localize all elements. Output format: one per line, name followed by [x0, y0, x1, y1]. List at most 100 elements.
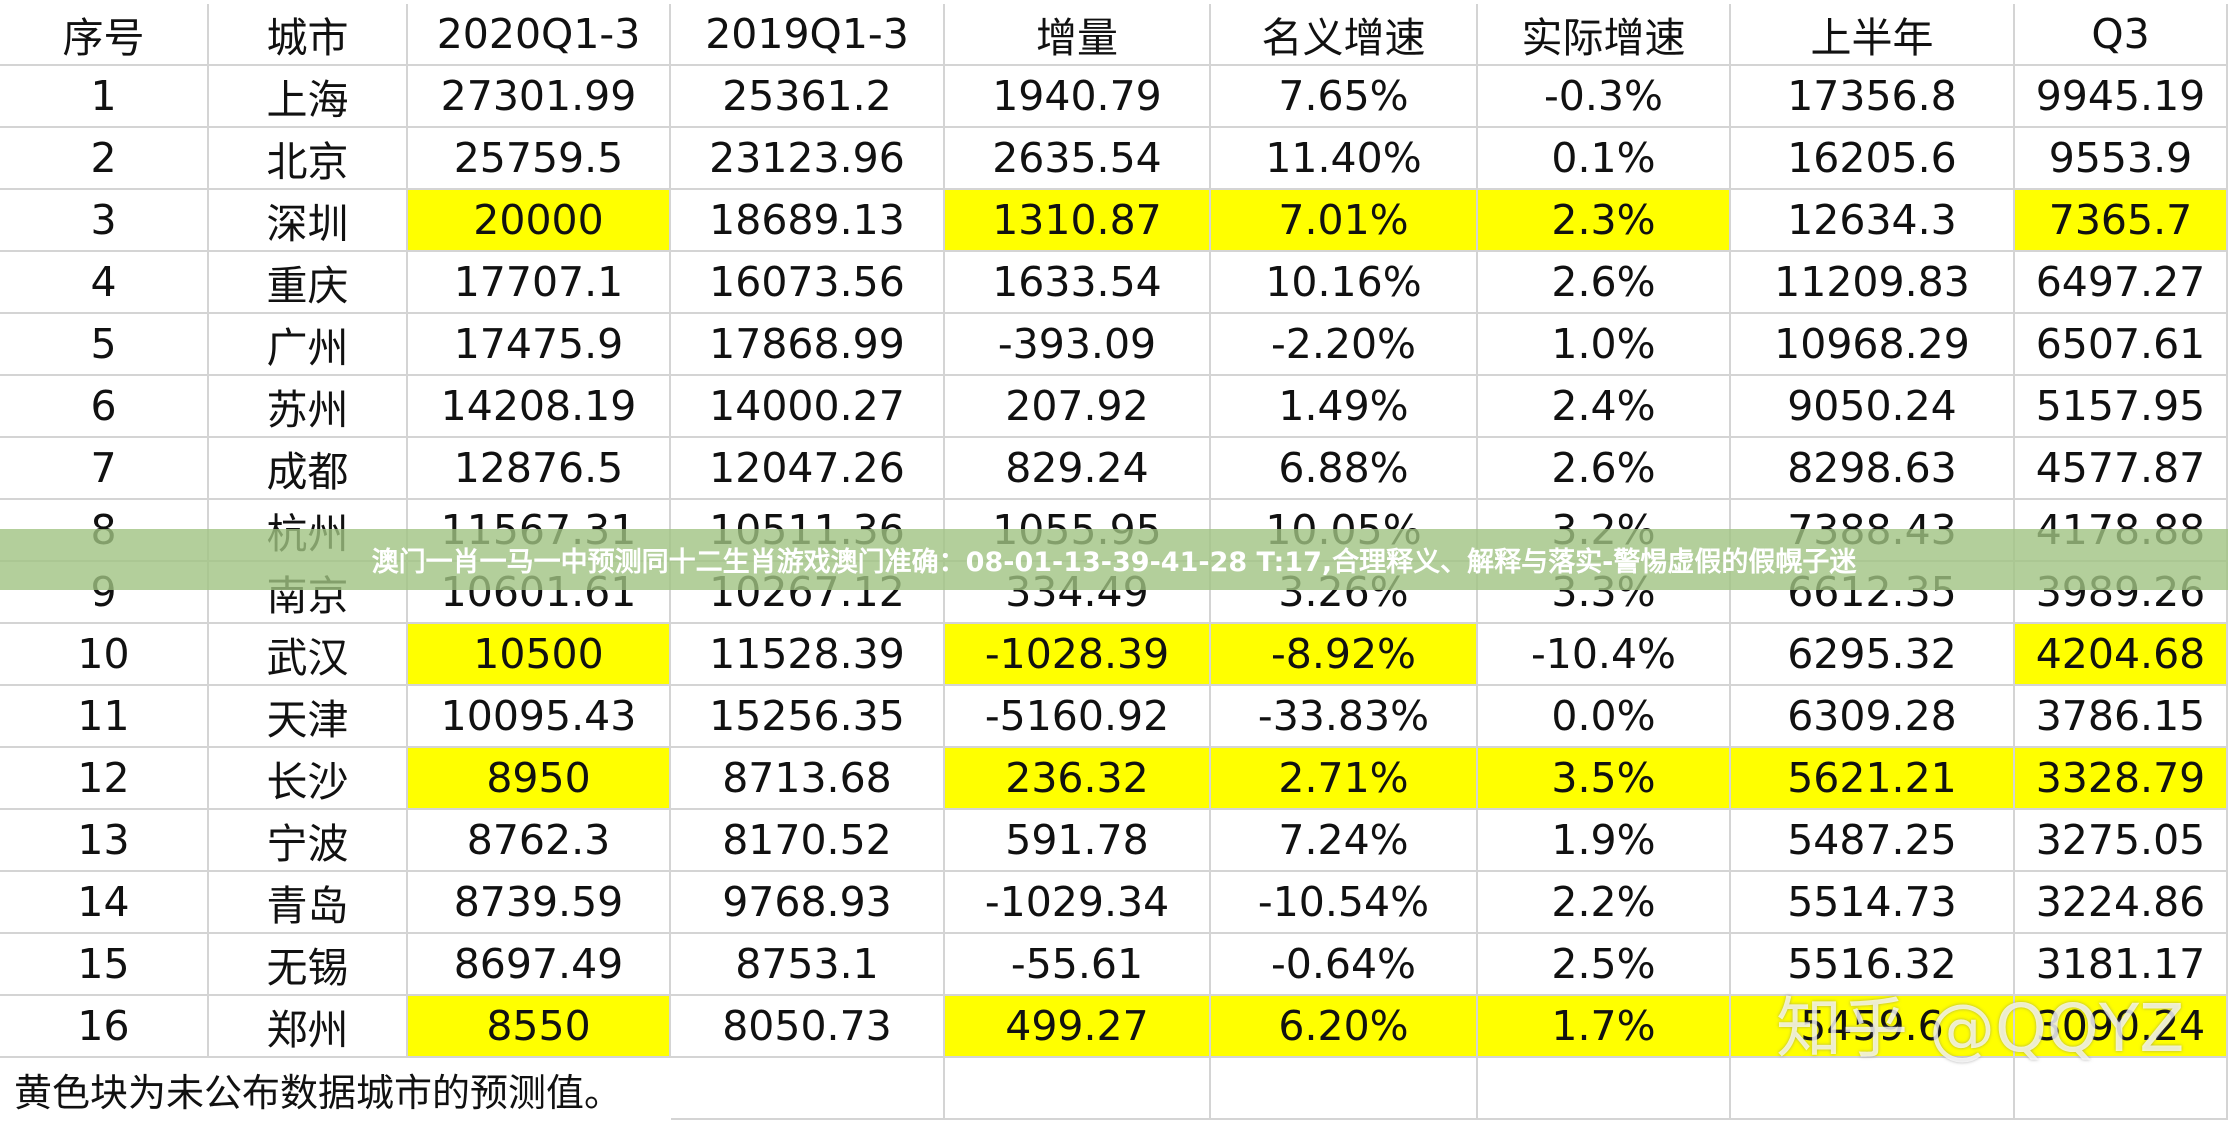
table-cell: 1633.54: [945, 252, 1211, 314]
header-cell: 名义增速: [1211, 4, 1478, 66]
table-cell: 25361.2: [671, 66, 945, 128]
table-cell: 11209.83: [1731, 252, 2015, 314]
table-cell: 4577.87: [2015, 438, 2228, 500]
empty-cell: [671, 1058, 945, 1120]
table-cell: 12634.3: [1731, 190, 2015, 252]
table-cell: 1940.79: [945, 66, 1211, 128]
table-cell: 重庆: [209, 252, 408, 314]
table-cell: -55.61: [945, 934, 1211, 996]
table-cell: 10: [0, 624, 209, 686]
header-cell: 实际增速: [1478, 4, 1731, 66]
table-cell: 3224.86: [2015, 872, 2228, 934]
table-cell: 郑州: [209, 996, 408, 1058]
table-cell: 20000: [408, 190, 671, 252]
table-cell: 3090.24: [2015, 996, 2228, 1058]
table-cell: 8950: [408, 748, 671, 810]
table-cell: 15: [0, 934, 209, 996]
table-cell: 13: [0, 810, 209, 872]
table-cell: 2.71%: [1211, 748, 1478, 810]
table-cell: 9945.19: [2015, 66, 2228, 128]
table-cell: 6497.27: [2015, 252, 2228, 314]
table-cell: -0.64%: [1211, 934, 1478, 996]
table-cell: 长沙: [209, 748, 408, 810]
table-cell: 9553.9: [2015, 128, 2228, 190]
table-cell: 9768.93: [671, 872, 945, 934]
table-cell: 8697.49: [408, 934, 671, 996]
table-cell: -1028.39: [945, 624, 1211, 686]
table-cell: 宁波: [209, 810, 408, 872]
table-cell: -10.54%: [1211, 872, 1478, 934]
table-cell: 17356.8: [1731, 66, 2015, 128]
table-cell: 3.5%: [1478, 748, 1731, 810]
table-cell: 6507.61: [2015, 314, 2228, 376]
table-cell: 3181.17: [2015, 934, 2228, 996]
table-cell: 7.65%: [1211, 66, 1478, 128]
table-cell: 6.20%: [1211, 996, 1478, 1058]
table-cell: 17475.9: [408, 314, 671, 376]
header-cell: 2019Q1-3: [671, 4, 945, 66]
table-cell: 5: [0, 314, 209, 376]
table-cell: 12876.5: [408, 438, 671, 500]
table-cell: 7.01%: [1211, 190, 1478, 252]
table-cell: 14: [0, 872, 209, 934]
table-cell: 苏州: [209, 376, 408, 438]
table-cell: 9050.24: [1731, 376, 2015, 438]
table-cell: 2.2%: [1478, 872, 1731, 934]
table-cell: 2: [0, 128, 209, 190]
table-cell: -2.20%: [1211, 314, 1478, 376]
table-cell: 10968.29: [1731, 314, 2015, 376]
table-cell: 27301.99: [408, 66, 671, 128]
table-cell: 2.6%: [1478, 252, 1731, 314]
header-cell: 上半年: [1731, 4, 2015, 66]
table-cell: 15256.35: [671, 686, 945, 748]
table-cell: 236.32: [945, 748, 1211, 810]
table-cell: 11528.39: [671, 624, 945, 686]
overlay-banner: 澳门一肖一马一中预测同十二生肖游戏澳门准确：08-01-13-39-41-28 …: [0, 529, 2228, 590]
table-cell: 1.9%: [1478, 810, 1731, 872]
table-cell: 591.78: [945, 810, 1211, 872]
table-cell: 17707.1: [408, 252, 671, 314]
header-cell: 序号: [0, 4, 209, 66]
table-cell: 6309.28: [1731, 686, 2015, 748]
empty-cell: [1211, 1058, 1478, 1120]
table-cell: -33.83%: [1211, 686, 1478, 748]
table-cell: 8298.63: [1731, 438, 2015, 500]
table-cell: 16073.56: [671, 252, 945, 314]
table-cell: 3275.05: [2015, 810, 2228, 872]
table-cell: 3786.15: [2015, 686, 2228, 748]
table-cell: 1.7%: [1478, 996, 1731, 1058]
table-cell: 2.3%: [1478, 190, 1731, 252]
table-cell: 5621.21: [1731, 748, 2015, 810]
table-cell: 4: [0, 252, 209, 314]
table-cell: 5459.6: [1731, 996, 2015, 1058]
table-cell: 0.1%: [1478, 128, 1731, 190]
header-cell: 2020Q1-3: [408, 4, 671, 66]
header-cell: 城市: [209, 4, 408, 66]
table-cell: 1.0%: [1478, 314, 1731, 376]
table-cell: 天津: [209, 686, 408, 748]
table-cell: 5514.73: [1731, 872, 2015, 934]
table-cell: 1: [0, 66, 209, 128]
header-cell: Q3: [2015, 4, 2228, 66]
table-cell: 2.6%: [1478, 438, 1731, 500]
table-cell: 5487.25: [1731, 810, 2015, 872]
table-cell: 2.4%: [1478, 376, 1731, 438]
table-cell: 无锡: [209, 934, 408, 996]
empty-cell: [1478, 1058, 1731, 1120]
table-cell: 6: [0, 376, 209, 438]
table-cell: 8170.52: [671, 810, 945, 872]
table-cell: 北京: [209, 128, 408, 190]
table-cell: 3: [0, 190, 209, 252]
table-cell: 7.24%: [1211, 810, 1478, 872]
table-cell: 成都: [209, 438, 408, 500]
table-cell: 12047.26: [671, 438, 945, 500]
table-cell: 14000.27: [671, 376, 945, 438]
table-cell: 10095.43: [408, 686, 671, 748]
table-cell: -1029.34: [945, 872, 1211, 934]
table-cell: 8713.68: [671, 748, 945, 810]
table-cell: 23123.96: [671, 128, 945, 190]
table-cell: 5157.95: [2015, 376, 2228, 438]
table-cell: 青岛: [209, 872, 408, 934]
table-cell: 8762.3: [408, 810, 671, 872]
